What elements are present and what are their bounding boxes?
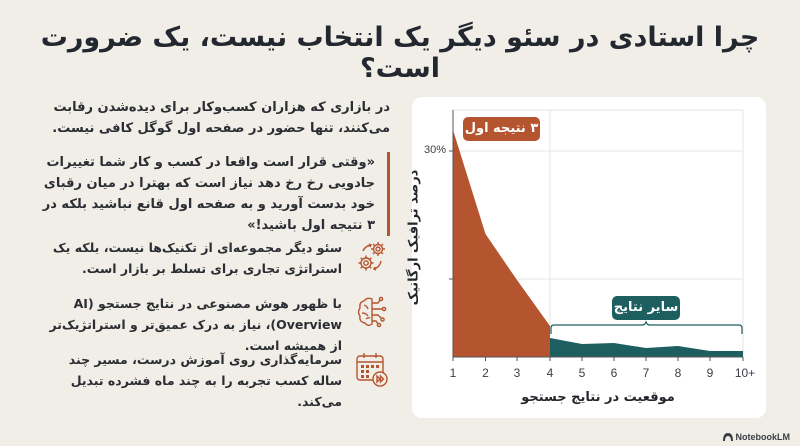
x-tick: 5 xyxy=(578,366,586,380)
y-axis-label: درصد ترافیک ارگانیک xyxy=(406,169,422,306)
feature-item-ai: با ظهور هوش مصنوعی در نتایج جستجو (AI Ov… xyxy=(40,293,390,353)
x-tick: 4 xyxy=(546,366,554,380)
feature-text: سئو دیگر مجموعه‌ای از تکنیک‌ها نیست، بلک… xyxy=(52,240,342,276)
brain-circuit-icon xyxy=(354,293,390,333)
feature-item-strategy: سئو دیگر مجموعه‌ای از تکنیک‌ها نیست، بلک… xyxy=(40,237,390,285)
page-title: چرا استادی در سئو دیگر یک انتخاب نیست، ی… xyxy=(40,22,760,84)
x-axis-label: موقعیت در نتایج جستجو xyxy=(521,390,675,405)
feature-text: با ظهور هوش مصنوعی در نتایج جستجو (AI Ov… xyxy=(49,296,342,353)
x-tick: 3 xyxy=(513,366,521,380)
x-tick: 8 xyxy=(674,366,682,380)
feature-text: سرمایه‌گذاری روی آموزش درست، مسیر چند سا… xyxy=(68,352,342,409)
brand-name: NotebookLM xyxy=(735,432,791,442)
other-results-area xyxy=(550,338,743,357)
y-tick-30: 30% xyxy=(424,144,447,156)
quote-block: «وقتی قرار است واقعا در کسب و کار شما تغ… xyxy=(35,152,390,236)
gears-cycle-icon xyxy=(354,237,390,277)
x-tick: 1 xyxy=(449,366,457,380)
x-tick: 2 xyxy=(482,366,489,380)
x-tick: 6 xyxy=(610,366,618,380)
other-results-bracket xyxy=(550,320,743,334)
x-tick: 7 xyxy=(642,366,650,380)
x-tick: 9 xyxy=(706,366,714,380)
x-tick: 10+ xyxy=(734,366,756,380)
top-three-area xyxy=(453,130,550,357)
top-three-label: ۳ نتیجه اول xyxy=(463,117,540,141)
calendar-fast-forward-icon xyxy=(354,349,390,389)
notebooklm-logo-icon xyxy=(722,433,733,441)
other-results-label: سایر نتایج xyxy=(612,296,680,320)
feature-item-training: سرمایه‌گذاری روی آموزش درست، مسیر چند سا… xyxy=(40,349,390,409)
intro-paragraph: در بازاری که هزاران کسب‌وکار برای دیده‌ش… xyxy=(52,100,390,136)
brand-watermark: NotebookLM xyxy=(722,432,791,442)
